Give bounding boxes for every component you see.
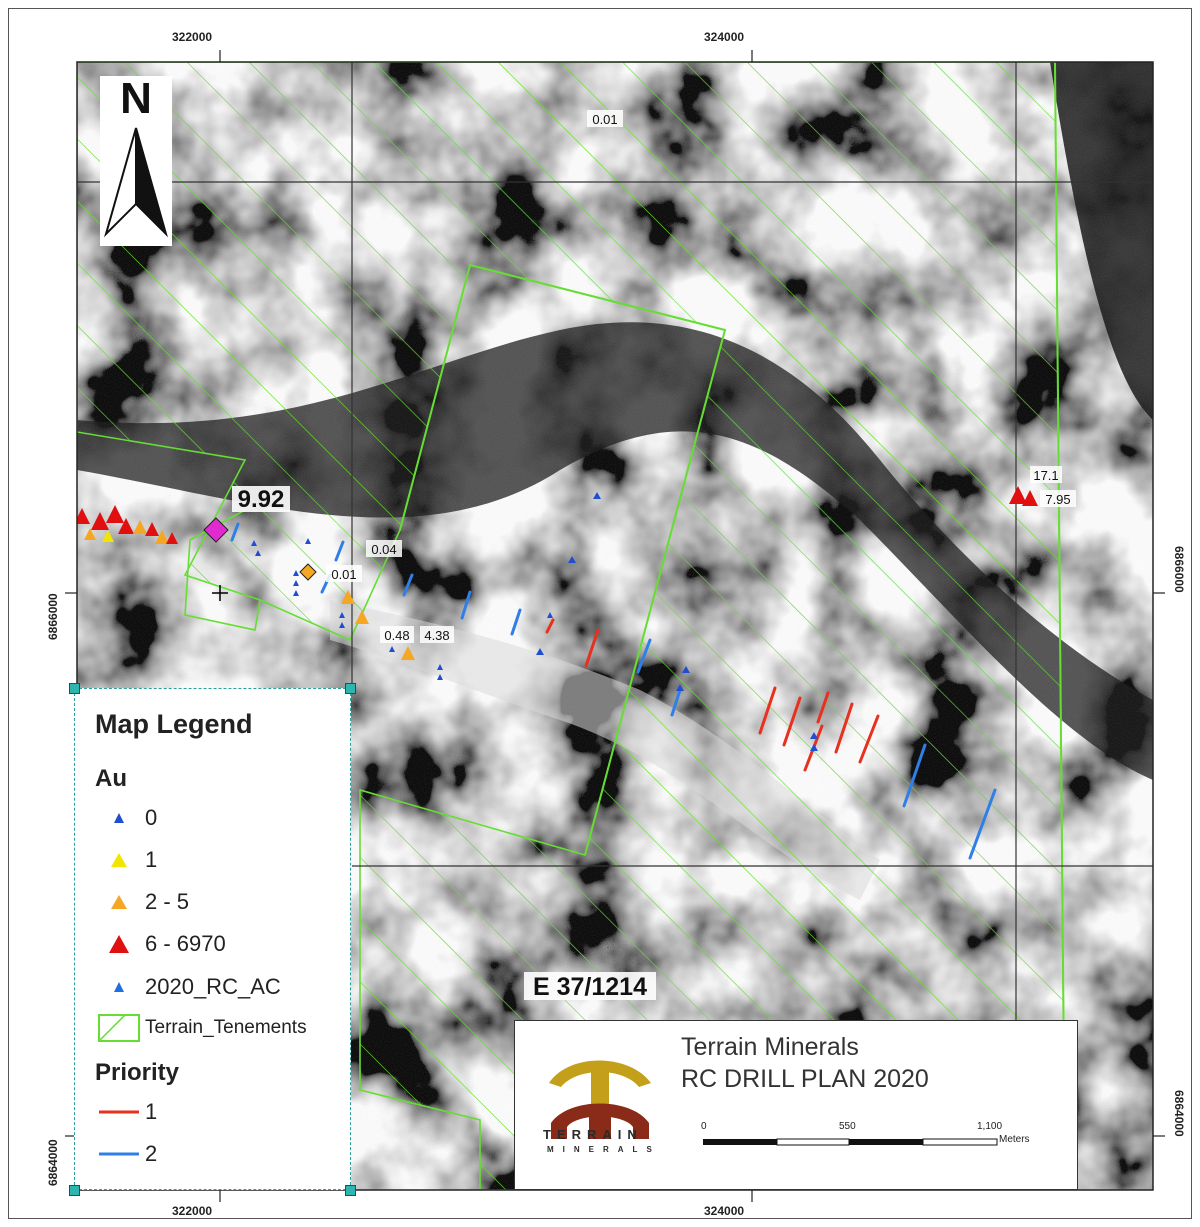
grid-label-right-1: 6866000: [1172, 546, 1186, 593]
map-frame: [8, 8, 1192, 1219]
sample-diamond: [299, 563, 317, 581]
legend-priority-item-0: 1: [95, 1097, 157, 1127]
map-legend[interactable]: Map Legend Au 0 1 2 - 5 6 - 6970 2020_RC…: [74, 688, 351, 1190]
priority-1-traces: [545, 618, 880, 772]
resize-handle-tl[interactable]: [69, 683, 80, 694]
legend-rc-label: 2020_RC_AC: [145, 974, 281, 999]
legend-au-heading: Au: [95, 765, 127, 792]
legend-au-label-1: 1: [145, 847, 158, 872]
legend-tenements-item: Terrain_Tenements: [95, 1013, 307, 1043]
triangle-icon: [114, 982, 124, 992]
rc-ac-points: [251, 492, 818, 751]
triangle-icon: [109, 935, 129, 953]
label-048: 0.48: [384, 628, 409, 643]
scale-label-550: 550: [839, 1121, 856, 1132]
north-label: N: [120, 74, 152, 123]
north-arrow: N: [100, 74, 172, 246]
legend-title: Map Legend: [95, 709, 253, 739]
terrain-logo-icon: [549, 1060, 651, 1139]
legend-priority-label-1: 2: [145, 1141, 158, 1166]
north-arrow-icon: [103, 127, 169, 238]
scale-label-0: 0: [701, 1121, 707, 1132]
grid-label-left-2: 6864000: [46, 1139, 60, 1186]
grid-label-bottom-1: 322000: [172, 1204, 213, 1218]
legend-au-item-3: 6 - 6970: [95, 929, 226, 959]
label-795: 7.95: [1045, 492, 1070, 507]
legend-au-label-2: 2 - 5: [145, 889, 190, 914]
company-name: Terrain Minerals: [681, 1033, 859, 1061]
au-cluster: [77, 486, 1038, 660]
au-value-labels: 9.92 0.01 0.04 0.01 0.48 4.38 17.1 7.95 …: [232, 110, 1076, 1001]
triangle-icon: [111, 895, 127, 909]
max-grade-diamond: [203, 517, 229, 543]
grid-label-right-2: 6864000: [1172, 1090, 1186, 1137]
grid-label-bottom-2: 324000: [704, 1204, 745, 1218]
scale-unit: Meters: [999, 1134, 1030, 1145]
legend-priority-item-1: 2: [95, 1139, 157, 1169]
legend-rc-item: 2020_RC_AC: [95, 972, 281, 1002]
line-icon: [99, 1110, 139, 1114]
label-001-mid: 0.01: [331, 567, 356, 582]
logo-subtext: MINERALS: [547, 1145, 661, 1154]
legend-au-item-0: 0: [95, 803, 157, 833]
line-icon: [99, 1152, 139, 1156]
grid-label-top-2: 324000: [704, 30, 745, 44]
label-171: 17.1: [1033, 468, 1058, 483]
scale-bar: [703, 1138, 998, 1146]
grid-label-left-1: 6866000: [46, 593, 60, 640]
logo-text: TERRAIN: [543, 1127, 643, 1142]
label-001-top: 0.01: [592, 112, 617, 127]
legend-au-item-2: 2 - 5: [95, 887, 189, 917]
hatched-polygon-icon: [98, 1014, 140, 1042]
legend-priority-heading: Priority: [95, 1059, 180, 1086]
plan-title: RC DRILL PLAN 2020: [681, 1065, 929, 1093]
priority-2-traces: [230, 522, 997, 860]
legend-au-label-3: 6 - 6970: [145, 931, 226, 956]
legend-au-item-1: 1: [95, 845, 157, 875]
legend-priority-label-0: 1: [145, 1099, 158, 1124]
grid-label-top-1: 322000: [172, 30, 213, 44]
triangle-icon: [111, 853, 127, 867]
scale-label-1100: 1,100: [977, 1121, 1003, 1132]
resize-handle-tr[interactable]: [345, 683, 356, 694]
legend-tenements-label: Terrain_Tenements: [145, 1017, 307, 1038]
label-992: 9.92: [238, 486, 285, 513]
triangle-icon: [114, 813, 124, 823]
tenement-label: E 37/1214: [533, 973, 647, 1001]
resize-handle-br[interactable]: [345, 1185, 356, 1196]
label-004: 0.04: [371, 542, 396, 557]
crosshair-marker: [212, 585, 228, 601]
legend-au-label-0: 0: [145, 805, 158, 830]
title-block: TERRAIN MINERALS Terrain Minerals RC DRI…: [514, 1020, 1078, 1190]
resize-handle-bl[interactable]: [69, 1185, 80, 1196]
label-438: 4.38: [424, 628, 449, 643]
